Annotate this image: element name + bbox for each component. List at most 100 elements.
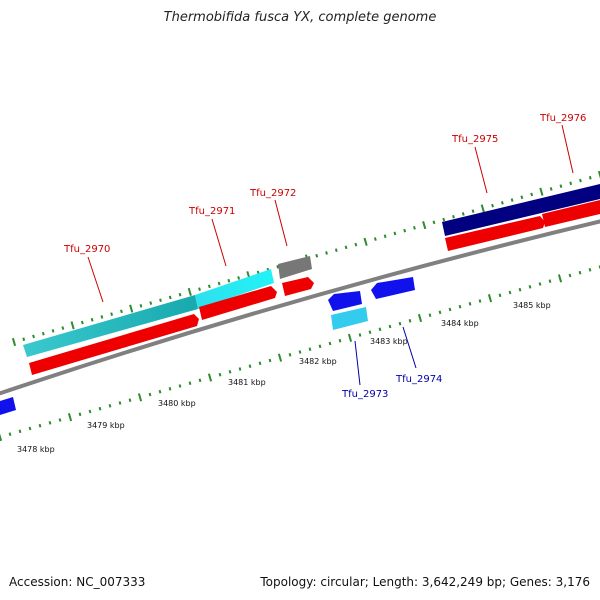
minor-tick xyxy=(78,412,82,417)
minor-tick xyxy=(383,234,387,239)
cds-reverse-track xyxy=(0,277,415,415)
major-tick xyxy=(67,413,73,422)
scale-label: 3479 kbp xyxy=(87,421,125,430)
leader-line xyxy=(87,256,104,303)
minor-tick xyxy=(461,212,465,216)
minor-tick xyxy=(58,418,62,422)
major-tick xyxy=(422,221,427,230)
cds-forward-arrow[interactable] xyxy=(542,200,600,227)
minor-tick xyxy=(588,268,592,272)
minor-tick xyxy=(248,364,252,368)
minor-tick xyxy=(128,398,132,402)
leader-line xyxy=(274,199,288,247)
minor-tick xyxy=(438,310,442,315)
minor-tick xyxy=(478,299,482,303)
gene-label-tfu-2970[interactable]: Tfu_2970 xyxy=(63,244,110,255)
minor-tick xyxy=(393,231,397,236)
major-tick xyxy=(417,313,423,323)
minor-tick xyxy=(41,331,45,336)
major-tick xyxy=(187,287,192,296)
minor-tick xyxy=(548,279,552,283)
cds-forward-arrow[interactable] xyxy=(282,277,314,296)
minor-tick xyxy=(518,287,522,292)
minor-tick xyxy=(388,324,392,329)
cds-forward-arrow[interactable] xyxy=(445,216,545,251)
minor-tick xyxy=(149,301,153,305)
gene-label-tfu-2973[interactable]: Tfu_2973 xyxy=(341,389,388,400)
minor-tick xyxy=(28,426,32,431)
scale-label: 3481 kbp xyxy=(228,378,266,387)
minor-tick xyxy=(198,378,202,383)
cds-reverse-arrow[interactable] xyxy=(0,397,16,415)
minor-tick xyxy=(528,285,532,289)
minor-tick xyxy=(491,203,494,208)
minor-tick xyxy=(448,307,452,312)
minor-tick xyxy=(110,312,114,316)
minor-tick xyxy=(358,333,362,337)
minor-tick xyxy=(568,273,572,278)
feature-lightblue-box[interactable] xyxy=(331,307,368,330)
major-tick xyxy=(11,337,17,347)
minor-tick xyxy=(325,251,328,255)
minor-tick xyxy=(569,181,573,186)
minor-tick xyxy=(108,404,112,408)
accession-text: Accession: NC_007333 xyxy=(9,575,146,589)
minor-tick xyxy=(344,245,348,250)
gene-labels: Tfu_2970 Tfu_2971 Tfu_2972 Tfu_2975 Tfu_… xyxy=(63,113,586,400)
minor-tick xyxy=(578,270,582,275)
minor-tick xyxy=(549,187,553,191)
minor-tick xyxy=(315,253,319,258)
minor-tick xyxy=(158,389,162,394)
gene-label-tfu-2974[interactable]: Tfu_2974 xyxy=(395,374,442,385)
gene-label-tfu-2972[interactable]: Tfu_2972 xyxy=(249,188,296,199)
minor-tick xyxy=(520,195,524,200)
minor-tick xyxy=(354,242,358,247)
major-tick xyxy=(277,353,283,362)
minor-tick xyxy=(188,381,192,385)
minor-tick xyxy=(471,209,475,213)
major-tick xyxy=(480,204,485,213)
scale-label: 3483 kbp xyxy=(370,337,408,346)
feature-cyan-segment[interactable] xyxy=(195,269,274,309)
minor-tick xyxy=(120,309,123,314)
minor-tick xyxy=(118,401,122,405)
cds-reverse-arrow[interactable] xyxy=(328,291,362,311)
minor-tick xyxy=(18,429,22,434)
major-tick xyxy=(70,321,75,330)
minor-tick xyxy=(98,406,102,411)
minor-tick xyxy=(288,353,292,357)
gene-label-tfu-2975[interactable]: Tfu_2975 xyxy=(451,134,498,145)
minor-tick xyxy=(168,387,172,391)
feature-teal-segment[interactable] xyxy=(23,295,198,357)
minor-tick xyxy=(378,327,382,332)
cds-forward-arrow[interactable] xyxy=(199,286,277,320)
minor-tick xyxy=(530,192,534,197)
minor-tick xyxy=(334,248,338,252)
minor-tick xyxy=(442,217,446,222)
minor-tick xyxy=(268,358,272,363)
major-tick xyxy=(0,433,3,442)
feature-navy-segment[interactable] xyxy=(442,184,600,236)
leader-line xyxy=(354,340,361,386)
minor-tick xyxy=(38,423,42,428)
minor-tick xyxy=(559,184,563,188)
minor-tick xyxy=(207,284,211,289)
feature-grey-box[interactable] xyxy=(278,256,312,279)
cds-reverse-arrow[interactable] xyxy=(371,277,415,299)
major-tick xyxy=(137,393,143,402)
leader-line xyxy=(211,218,227,267)
major-tick xyxy=(129,304,134,313)
major-tick xyxy=(557,274,563,283)
gene-label-tfu-2976[interactable]: Tfu_2976 xyxy=(539,113,586,124)
leader-line xyxy=(561,124,574,174)
minor-tick xyxy=(51,329,55,333)
topology-text: Topology: circular; Length: 3,642,249 bp… xyxy=(260,575,590,589)
major-tick xyxy=(539,187,544,196)
minor-tick xyxy=(80,320,84,325)
gene-label-tfu-2971[interactable]: Tfu_2971 xyxy=(188,206,235,217)
cds-forward-arrow[interactable] xyxy=(29,314,199,375)
minor-tick xyxy=(228,370,232,374)
minor-tick xyxy=(498,293,502,298)
